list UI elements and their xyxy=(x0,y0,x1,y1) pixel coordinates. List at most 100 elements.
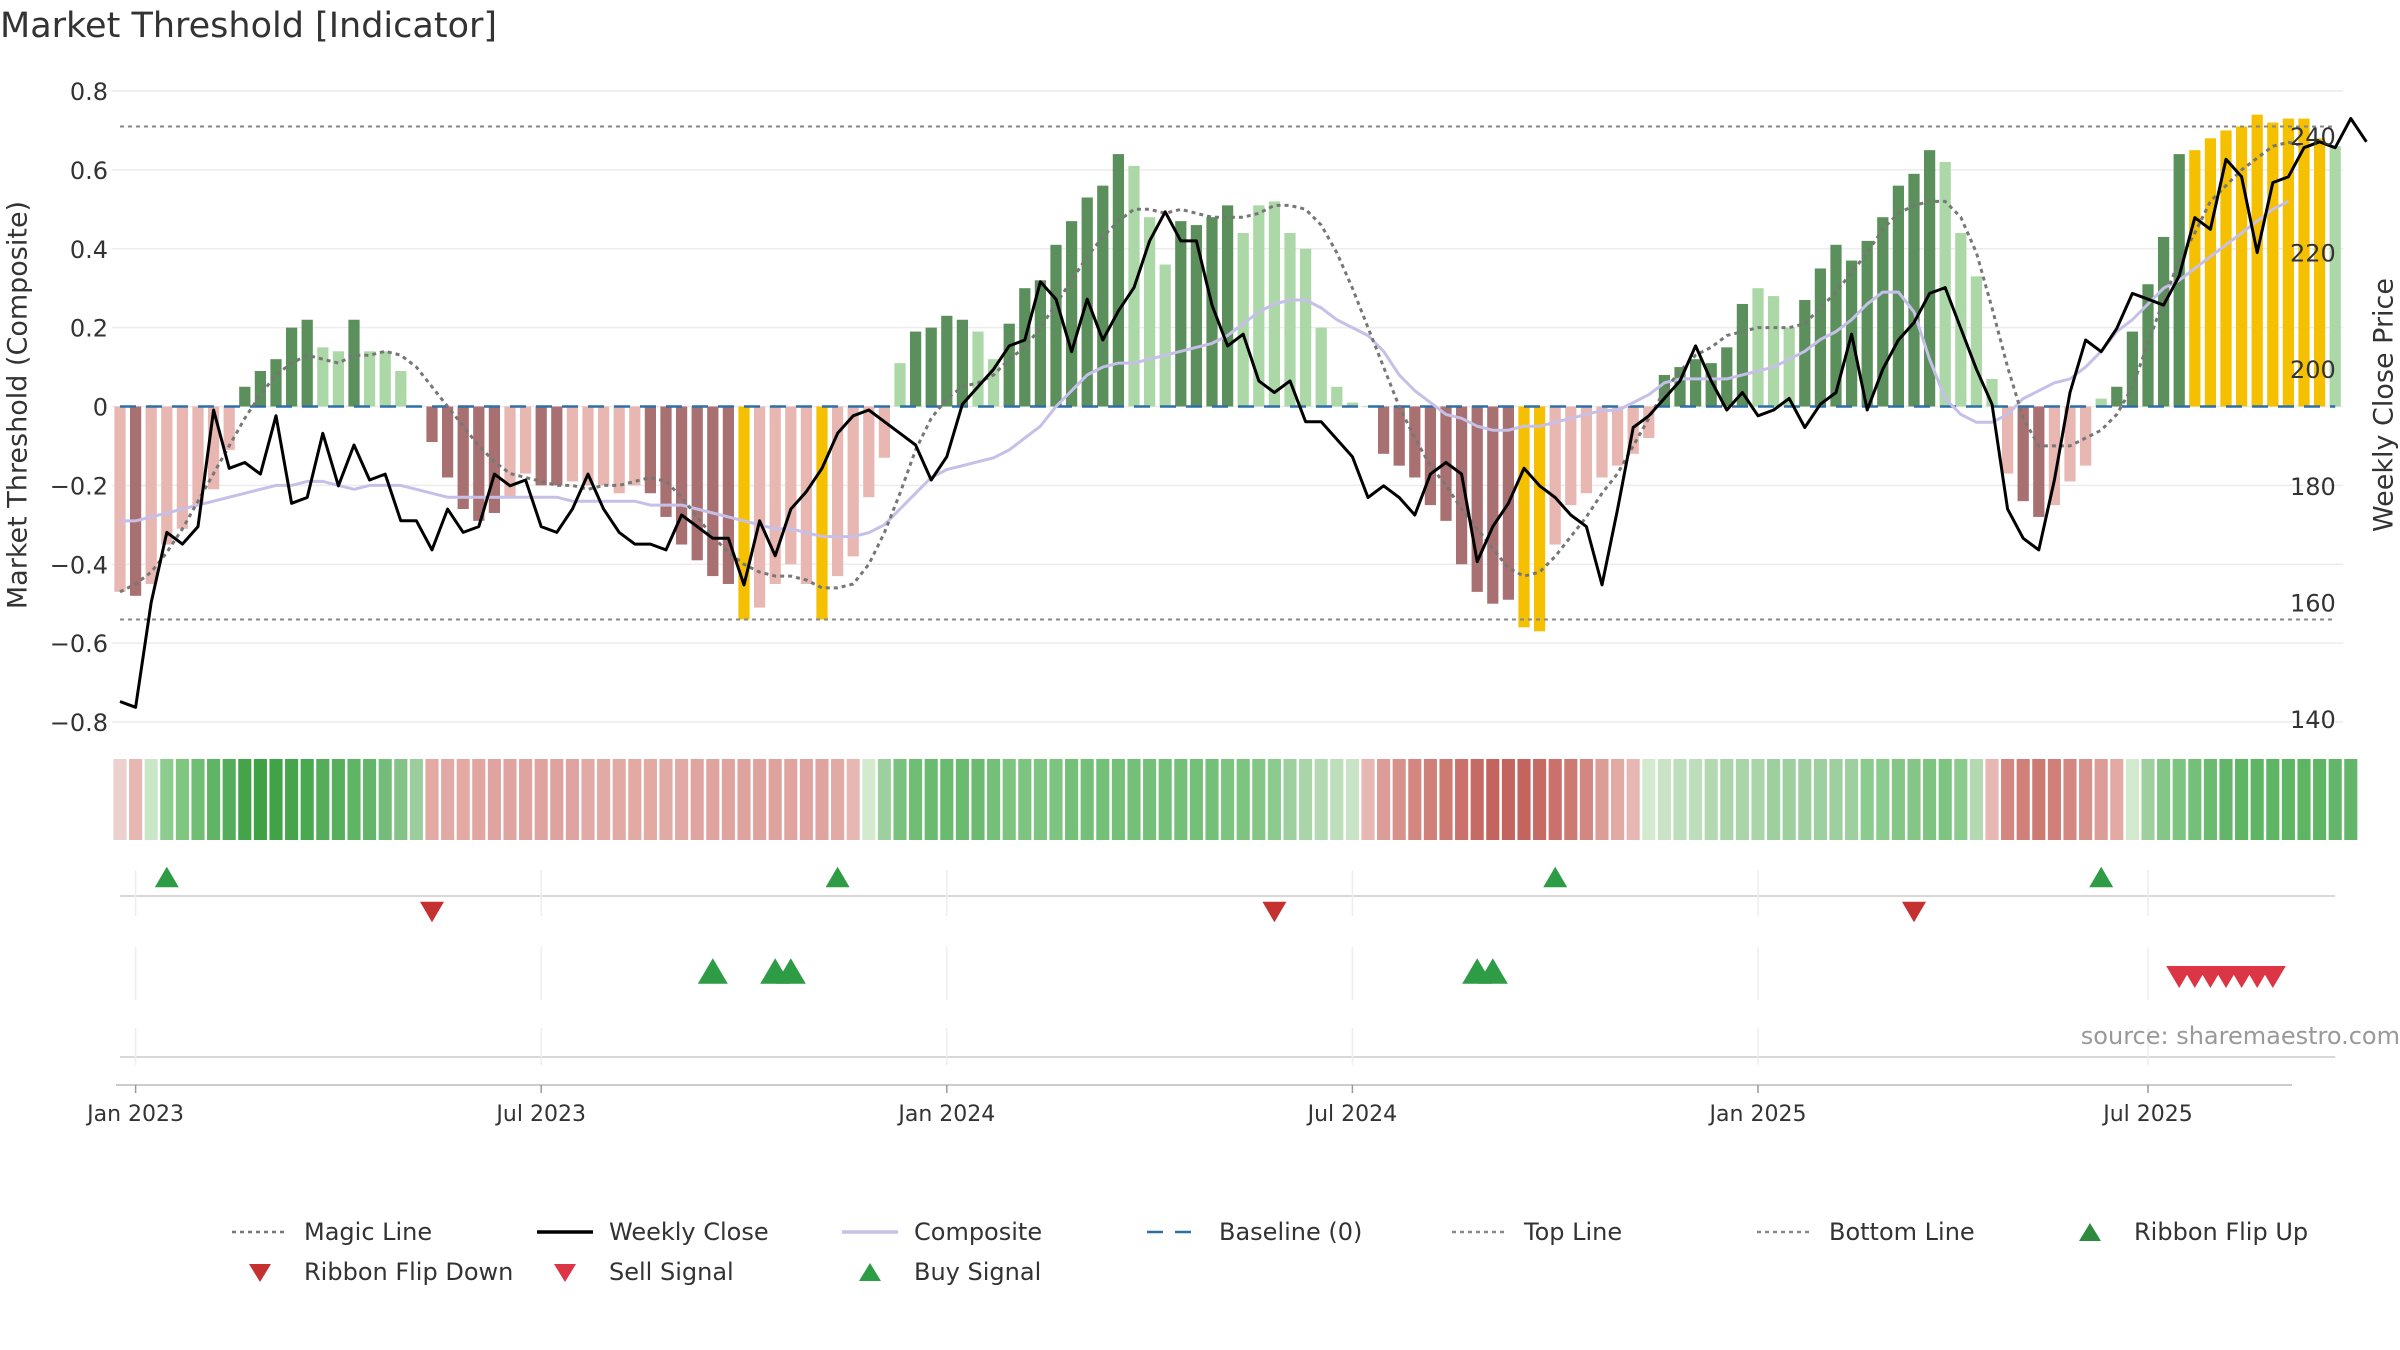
ribbon-cell xyxy=(2235,759,2249,840)
ribbon-cell xyxy=(1517,759,1531,840)
composite-bar xyxy=(722,406,735,584)
composite-bar xyxy=(1284,232,1296,407)
legend-label: Baseline (0) xyxy=(1219,1218,1363,1246)
composite-bar xyxy=(317,347,329,407)
composite-bar xyxy=(473,406,485,521)
composite-bar xyxy=(878,406,891,458)
legend-marker xyxy=(554,1264,576,1282)
ribbon-cell xyxy=(675,759,689,840)
page-title: Market Threshold [Indicator] xyxy=(0,6,498,46)
ribbon-flip-up-marker xyxy=(2089,866,2114,888)
composite-bar xyxy=(301,319,313,407)
legend-swatch xyxy=(537,1230,593,1234)
legend-swatch xyxy=(232,1230,288,1234)
ribbon-cell xyxy=(1985,759,1999,840)
y-tick-label-left: 0.4 xyxy=(70,236,108,264)
ribbon-cell xyxy=(2016,759,2030,840)
composite-bar xyxy=(1159,264,1171,407)
ribbon-cell xyxy=(1579,759,1593,840)
composite-bar xyxy=(1003,323,1015,407)
composite-bar xyxy=(909,331,922,407)
ribbon-flip-down-marker xyxy=(1902,901,1926,923)
ribbon-cell xyxy=(1533,759,1547,840)
ribbon-cell xyxy=(909,759,923,840)
ribbon-cell xyxy=(1033,759,1047,840)
ribbon-cell xyxy=(1470,759,1484,840)
ribbon-cell xyxy=(799,759,813,840)
ribbon-cell xyxy=(628,759,642,840)
ribbon-cell xyxy=(519,759,533,840)
legend-item: Composite xyxy=(840,1216,1145,1248)
composite-bar xyxy=(1190,225,1203,407)
legend-swatch xyxy=(842,1230,898,1234)
ribbon-cell xyxy=(378,759,392,840)
composite-bar xyxy=(395,371,407,407)
ribbon-cell xyxy=(1018,759,1032,840)
ribbon-cell xyxy=(487,759,501,840)
composite-bar xyxy=(1299,248,1312,407)
legend-swatch xyxy=(1757,1230,1813,1234)
legend-label: Weekly Close xyxy=(609,1218,769,1246)
composite-bar xyxy=(863,406,875,498)
buy-signal-marker xyxy=(775,958,806,984)
ribbon-cell xyxy=(643,759,657,840)
ribbon-cell xyxy=(1423,759,1437,840)
legend-swatch xyxy=(554,1264,576,1282)
ribbon-cell xyxy=(1455,759,1469,840)
composite-bar xyxy=(2079,406,2092,466)
composite-bar xyxy=(925,327,937,407)
ribbon-cell xyxy=(1704,759,1718,840)
ribbon-cell xyxy=(1392,759,1406,840)
composite-bar xyxy=(270,359,282,407)
ribbon-cell xyxy=(815,759,829,840)
ribbon-cell xyxy=(160,759,174,840)
ribbon-cell xyxy=(784,759,798,840)
legend-label: Buy Signal xyxy=(914,1258,1042,1286)
ribbon-cell xyxy=(2079,759,2093,840)
ribbon-cell xyxy=(2250,759,2264,840)
ribbon-cell xyxy=(2047,759,2061,840)
ribbon-cell xyxy=(1923,759,1937,840)
ribbon-cell xyxy=(721,759,735,840)
ribbon-cell xyxy=(1798,759,1812,840)
composite-bar xyxy=(2126,331,2139,407)
ribbon-cell xyxy=(1080,759,1094,840)
composite-bar xyxy=(1814,268,1827,407)
ribbon-cell xyxy=(2001,759,2015,840)
composite-bar xyxy=(1409,406,1421,478)
y-tick-label-left: 0.6 xyxy=(70,157,108,185)
ribbon-cell xyxy=(1860,759,1874,840)
ribbon-cell xyxy=(1501,759,1515,840)
composite-line xyxy=(120,200,2290,539)
ribbon-cell xyxy=(565,759,579,840)
ribbon-cell xyxy=(456,759,470,840)
legend-item: Ribbon Flip Down xyxy=(230,1256,535,1288)
composite-bar xyxy=(223,406,235,450)
composite-bar xyxy=(1377,406,1390,454)
legend-swatch xyxy=(249,1264,271,1282)
composite-bar xyxy=(769,406,781,584)
composite-bar xyxy=(1097,185,1109,407)
ribbon-cell xyxy=(1720,759,1734,840)
ribbon-cell xyxy=(1143,759,1157,840)
y-axis-left-ticks: 0.8 0.6 0.4 0.2 0 −0.2 −0.4 −0.6 −0.8 xyxy=(50,78,108,737)
ribbon-cell xyxy=(1689,759,1703,840)
composite-bar xyxy=(239,386,251,407)
ribbon-cell xyxy=(1049,759,1063,840)
composite-bar xyxy=(441,406,454,478)
ribbon-cell xyxy=(1236,759,1250,840)
composite-bar xyxy=(1689,359,1702,407)
ribbon-cell xyxy=(597,759,611,840)
ribbon-cell xyxy=(1891,759,1905,840)
legend-item: Sell Signal xyxy=(535,1256,840,1288)
composite-bar xyxy=(675,406,688,545)
ribbon-cell xyxy=(1345,759,1359,840)
legend-marker xyxy=(2079,1223,2101,1241)
composite-bar xyxy=(2048,406,2061,506)
ribbon-cell xyxy=(1205,759,1219,840)
composite-bar xyxy=(1050,244,1062,407)
ribbon-cell xyxy=(1408,759,1422,840)
ribbon-cell xyxy=(550,759,564,840)
legend-swatch xyxy=(1147,1230,1203,1234)
y-tick-label-right: 200 xyxy=(2290,356,2336,384)
